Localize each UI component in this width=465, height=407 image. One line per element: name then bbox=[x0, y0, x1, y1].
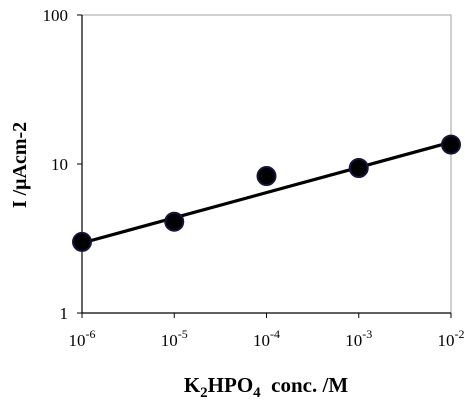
axis-ticks bbox=[77, 14, 452, 318]
x-axis-title-mid: HPO bbox=[208, 373, 254, 397]
x-tick-label-3: 10-3 bbox=[345, 327, 372, 350]
data-points bbox=[72, 134, 461, 252]
plot-axes bbox=[81, 14, 452, 314]
data-point bbox=[72, 231, 92, 252]
y-tick-label-0: 100 bbox=[43, 6, 69, 25]
fit-line bbox=[81, 140, 452, 245]
y-axis-title: I /μAcm-2 bbox=[9, 122, 31, 208]
x-tick-label-0: 10-6 bbox=[69, 327, 96, 350]
x-tick-label-1: 10-5 bbox=[161, 327, 188, 350]
data-point bbox=[164, 211, 185, 232]
x-axis-title: K2HPO4 conc. /M bbox=[184, 373, 348, 401]
x-tick-label-2: 10-4 bbox=[253, 327, 280, 350]
data-point bbox=[256, 166, 277, 187]
data-point bbox=[348, 158, 369, 179]
x-axis-title-prefix: K bbox=[184, 373, 201, 397]
x-tick-label-4: 10-2 bbox=[438, 327, 465, 350]
x-axis-title-suffix: conc. /M bbox=[261, 373, 349, 397]
x-axis-title-sub2: 4 bbox=[253, 385, 261, 401]
fit-line-group bbox=[81, 140, 452, 245]
data-point bbox=[441, 134, 461, 155]
plot-frame bbox=[81, 14, 452, 314]
x-axis-title-sub1: 2 bbox=[200, 385, 208, 401]
tick-labels: 10-6 10-5 10-4 10-3 10-2 100 10 1 bbox=[43, 6, 465, 350]
y-tick-label-2: 1 bbox=[60, 304, 69, 323]
y-tick-label-1: 10 bbox=[51, 155, 68, 174]
